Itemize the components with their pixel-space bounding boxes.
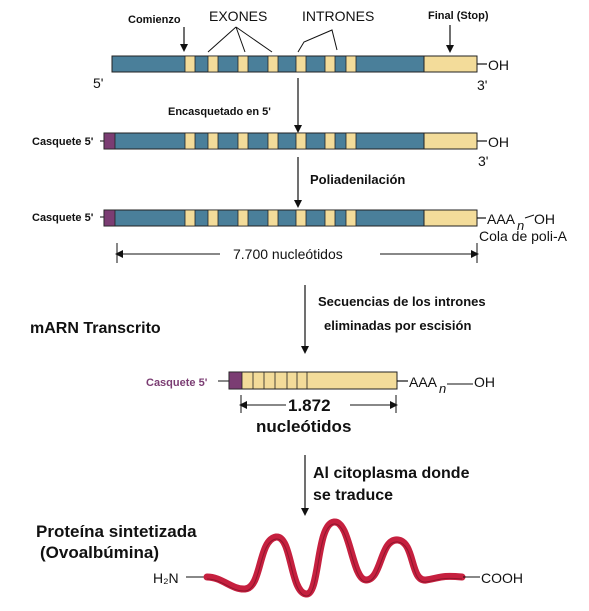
label-cooh: COOH <box>481 570 523 586</box>
label-proteina-2: (Ovoalbúmina) <box>40 543 159 562</box>
label-three-prime-2: 3' <box>478 153 488 169</box>
label-oh-2: OH <box>488 134 509 150</box>
label-comienzo: Comienzo <box>128 14 181 26</box>
label-oh-tail-1: OH <box>534 211 555 227</box>
label-intrones: INTRONES <box>302 8 374 24</box>
label-h2n: H₂N <box>153 570 179 586</box>
label-exones: EXONES <box>209 8 267 24</box>
label-casquete-2: Casquete 5' <box>32 212 94 224</box>
label-five-prime-1: 5' <box>93 75 103 91</box>
label-secuencias-2: eliminadas por escisión <box>324 318 471 333</box>
label-encasquetado: Encasquetado en 5' <box>168 106 271 118</box>
gene-polyadenylated-transcript <box>103 209 486 227</box>
dimension-7700 <box>115 243 479 263</box>
mature-mrna <box>228 371 408 390</box>
label-three-prime-1: 3' <box>477 77 487 93</box>
dimension-1872 <box>239 395 398 413</box>
label-cola-poli-a: Cola de poli-A <box>479 228 568 244</box>
label-poliadenilacion: Poliadenilación <box>310 172 405 187</box>
label-oh-tail-2: OH <box>474 374 495 390</box>
label-aaa-1: AAA <box>487 211 516 227</box>
label-casquete-3: Casquete 5' <box>146 377 208 389</box>
protein-chain <box>203 518 466 598</box>
label-casquete-1: Casquete 5' <box>32 136 94 148</box>
label-oh-1: OH <box>488 57 509 73</box>
label-n-1: n <box>517 218 524 233</box>
intrones-bracket <box>297 29 338 53</box>
label-1872: 1.872 <box>288 396 331 415</box>
gene-capped-transcript <box>103 132 487 150</box>
label-citoplasma-1: Al citoplasma donde <box>313 465 470 482</box>
label-final: Final (Stop) <box>428 10 489 22</box>
label-citoplasma-2: se traduce <box>313 487 393 504</box>
exones-bracket <box>207 26 273 53</box>
label-n-2: n <box>439 381 446 396</box>
label-secuencias-1: Secuencias de los intrones <box>318 294 486 309</box>
label-marn-transcrito: mARN Transcrito <box>30 320 161 337</box>
gene-primary-transcript <box>111 55 487 73</box>
label-7700-nucleotidos: 7.700 nucleótidos <box>233 246 343 262</box>
label-proteina-1: Proteína sintetizada <box>36 522 197 541</box>
label-aaa-2: AAA <box>409 374 438 390</box>
label-nucleotidos-short: nucleótidos <box>256 417 351 436</box>
